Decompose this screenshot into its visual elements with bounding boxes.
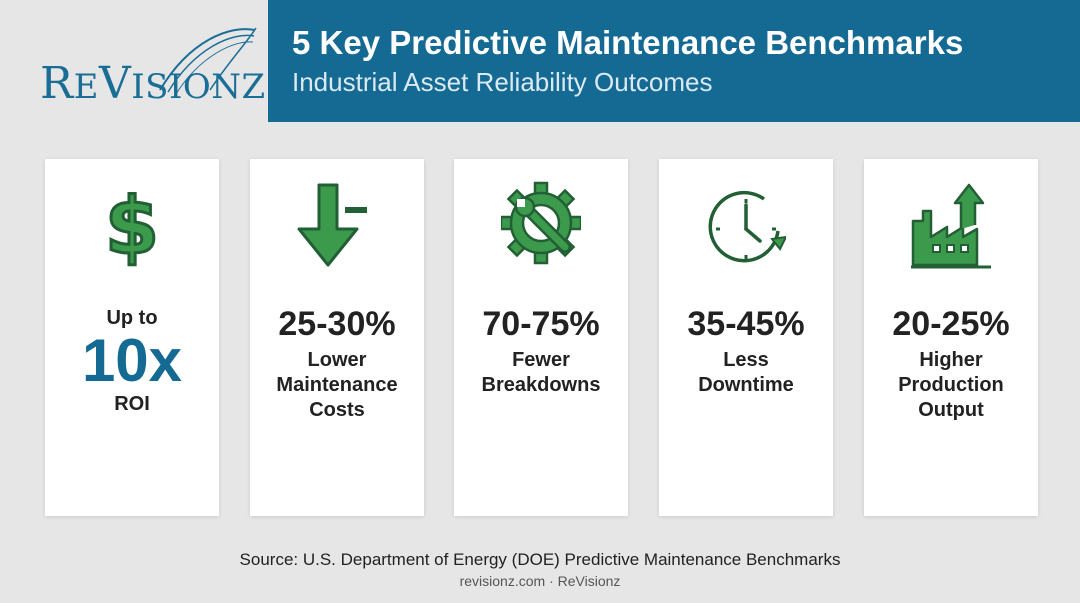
header-banner: 5 Key Predictive Maintenance Benchmarks …	[268, 0, 1080, 122]
factory-growth-icon	[911, 183, 991, 269]
page-subtitle: Industrial Asset Reliability Outcomes	[292, 67, 713, 97]
swoosh-icon	[159, 27, 257, 95]
clock-icon	[708, 190, 786, 263]
benchmark-card-breakdowns: 70-75% Fewer Breakdowns	[454, 159, 628, 516]
card-label-line: Costs	[309, 399, 365, 421]
down-arrow-minus-icon	[297, 183, 367, 267]
benchmark-card-maintenance-costs: 25-30% Lower Maintenance Costs	[250, 159, 424, 516]
card-value: 25-30%	[278, 305, 396, 343]
card-label-line: Downtime	[698, 374, 794, 396]
card-label-line: Higher	[919, 349, 983, 371]
brand-logo: REVISIONZ	[40, 20, 265, 120]
card-label-line: Less	[723, 349, 769, 371]
benchmark-card-production: 20-25% Higher Production Output	[864, 159, 1038, 516]
benchmark-card-roi: $ Up to 10x ROI	[45, 159, 219, 516]
card-label-line: Production	[898, 374, 1004, 396]
card-label-line: Lower	[307, 349, 367, 371]
card-label-line: Maintenance	[276, 374, 398, 396]
card-value: 10x	[81, 327, 183, 394]
card-value: 35-45%	[687, 305, 805, 343]
card-value: 70-75%	[482, 305, 600, 343]
card-label-line: Breakdowns	[481, 374, 601, 396]
source-citation: Source: U.S. Department of Energy (DOE) …	[239, 550, 841, 569]
gear-wrench-icon	[501, 181, 581, 265]
logo-wordmark: REVISIONZ	[40, 58, 266, 109]
card-prefix: Up to	[106, 307, 158, 329]
site-credit: revisionz.com · ReVisionz	[459, 573, 621, 589]
card-label: ROI	[114, 393, 150, 415]
card-label-line: Fewer	[512, 349, 570, 371]
card-label-line: Output	[918, 399, 984, 421]
svg-text:$: $	[105, 182, 159, 271]
card-value: 20-25%	[892, 305, 1010, 343]
page-title: 5 Key Predictive Maintenance Benchmarks	[292, 24, 964, 61]
benchmark-card-downtime: 35-45% Less Downtime	[659, 159, 833, 516]
dollar-icon: $	[103, 181, 160, 271]
